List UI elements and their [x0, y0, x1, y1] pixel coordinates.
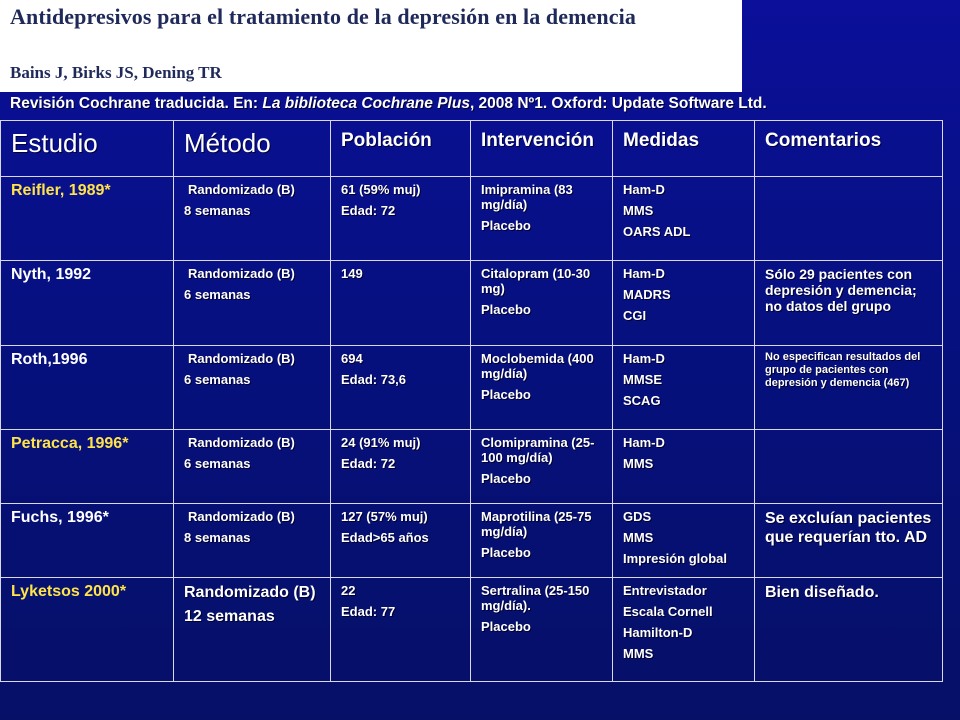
cell-poblacion: 127 (57% muj) Edad>65 años — [330, 503, 471, 578]
cell-intervencion: Maprotilina (25-75 mg/día) Placebo — [470, 503, 613, 578]
cell-metodo: Randomizado (B) 8 semanas — [173, 503, 331, 578]
table-row: Petracca, 1996* Randomizado (B) 6 semana… — [0, 429, 943, 504]
cell-metodo: Randomizado (B) 6 semanas — [173, 260, 331, 346]
cell-intervencion: Moclobemida (400 mg/día) Placebo — [470, 345, 613, 430]
cell-poblacion: 24 (91% muj) Edad: 72 — [330, 429, 471, 504]
cell-poblacion: 22 Edad: 77 — [330, 577, 471, 682]
table-row: Nyth, 1992 Randomizado (B) 6 semanas 149… — [0, 260, 943, 346]
cell-medidas: Entrevistador Escala Cornell Hamilton-D … — [612, 577, 755, 682]
title-banner: Antidepresivos para el tratamiento de la… — [0, 0, 742, 92]
header-comentarios: Comentarios — [754, 120, 943, 177]
header-intervencion: Intervención — [470, 120, 613, 177]
cell-comentarios: Sólo 29 pacientes con depresión y demenc… — [754, 260, 943, 346]
table-row: Reifler, 1989* Randomizado (B) 8 semanas… — [0, 176, 943, 261]
cell-comentarios — [754, 429, 943, 504]
cell-comentarios — [754, 176, 943, 261]
cell-medidas: Ham-D MMS OARS ADL — [612, 176, 755, 261]
cell-estudio: Petracca, 1996* — [0, 429, 174, 504]
page-title: Antidepresivos para el tratamiento de la… — [10, 4, 636, 29]
cell-metodo: Randomizado (B) 8 semanas — [173, 176, 331, 261]
cell-comentarios: Se excluían pacientes que requerían tto.… — [754, 503, 943, 578]
cell-estudio: Nyth, 1992 — [0, 260, 174, 346]
header-metodo: Método — [173, 120, 331, 177]
cell-intervencion: Clomipramina (25-100 mg/día) Placebo — [470, 429, 613, 504]
cell-poblacion: 149 — [330, 260, 471, 346]
cell-comentarios: No especifican resultados del grupo de p… — [754, 345, 943, 430]
cell-estudio: Reifler, 1989* — [0, 176, 174, 261]
cell-intervencion: Imipramina (83 mg/día) Placebo — [470, 176, 613, 261]
cell-estudio: Roth,1996 — [0, 345, 174, 430]
table-row: Lyketsos 2000* Randomizado (B) 12 semana… — [0, 577, 943, 682]
cell-comentarios: Bien diseñado. — [754, 577, 943, 682]
cell-estudio: Fuchs, 1996* — [0, 503, 174, 578]
cell-medidas: Ham-D MADRS CGI — [612, 260, 755, 346]
cell-metodo: Randomizado (B) 6 semanas — [173, 429, 331, 504]
cell-estudio: Lyketsos 2000* — [0, 577, 174, 682]
header-medidas: Medidas — [612, 120, 755, 177]
cell-medidas: Ham-D MMSE SCAG — [612, 345, 755, 430]
cell-metodo: Randomizado (B) 6 semanas — [173, 345, 331, 430]
header-estudio: Estudio — [0, 120, 174, 177]
cell-medidas: Ham-D MMS — [612, 429, 755, 504]
cell-poblacion: 694 Edad: 73,6 — [330, 345, 471, 430]
authors: Bains J, Birks JS, Dening TR — [10, 63, 222, 82]
table-row: Roth,1996 Randomizado (B) 6 semanas 694 … — [0, 345, 943, 430]
citation-suffix: , 2008 Nº1. Oxford: Update Software Ltd. — [469, 95, 767, 112]
header-poblacion: Población — [330, 120, 471, 177]
cell-poblacion: 61 (59% muj) Edad: 72 — [330, 176, 471, 261]
header-row: Estudio Método Población Intervención Me… — [0, 120, 943, 177]
cell-intervencion: Sertralina (25-150 mg/día). Placebo — [470, 577, 613, 682]
cell-medidas: GDS MMS Impresión global — [612, 503, 755, 578]
table-row: Fuchs, 1996* Randomizado (B) 8 semanas 1… — [0, 503, 943, 578]
studies-table: Estudio Método Población Intervención Me… — [0, 120, 943, 682]
cell-metodo: Randomizado (B) 12 semanas — [173, 577, 331, 682]
citation-source: La biblioteca Cochrane Plus — [262, 95, 470, 112]
cell-intervencion: Citalopram (10-30 mg) Placebo — [470, 260, 613, 346]
citation: Revisión Cochrane traducida. En: La bibl… — [10, 95, 950, 113]
citation-prefix: Revisión Cochrane traducida. En: — [10, 95, 263, 112]
